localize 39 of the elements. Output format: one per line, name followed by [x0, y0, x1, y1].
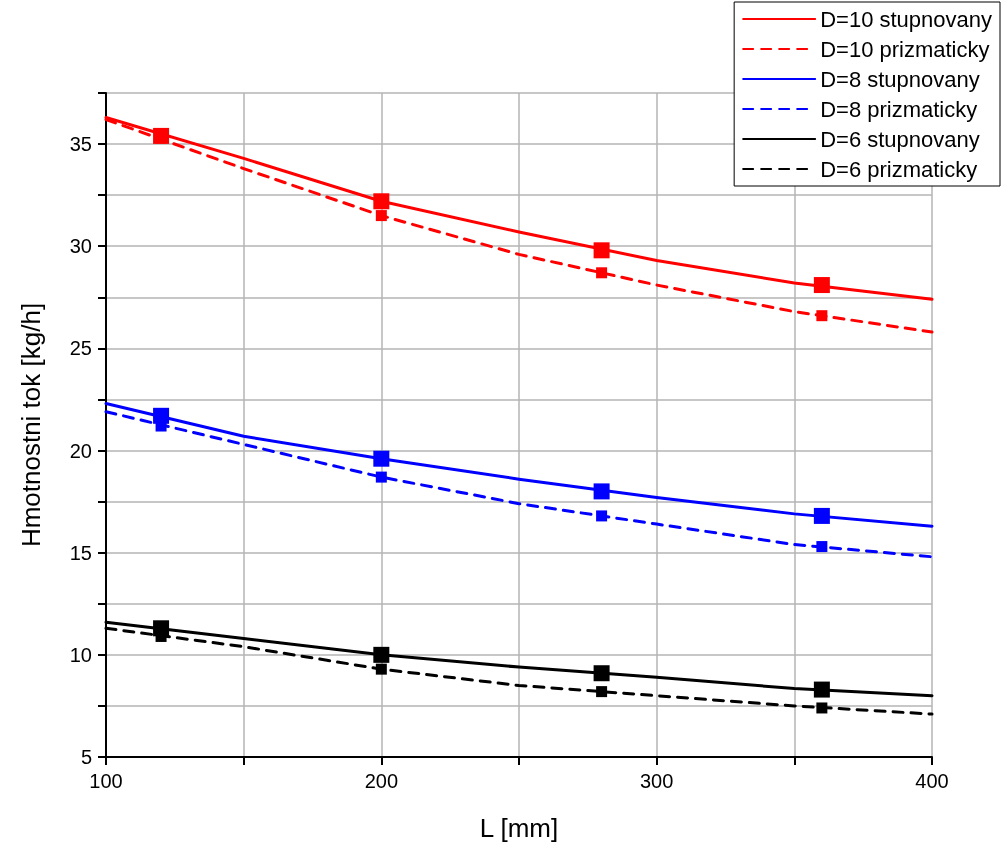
y-tick-label: 20: [69, 439, 92, 462]
legend-label: D=6 stupnovany: [820, 126, 980, 152]
x-tick-label: 300: [639, 770, 674, 792]
point: [373, 450, 390, 467]
point: [593, 665, 610, 682]
point: [596, 510, 608, 522]
legend-label: D=8 stupnovany: [820, 66, 980, 92]
point: [816, 541, 828, 553]
x-tick-label: 400: [915, 770, 949, 792]
legend-label: D=10 prizmaticky: [820, 36, 990, 62]
y-tick-label: 30: [69, 235, 92, 258]
line-series: [104, 410, 934, 559]
point: [375, 210, 387, 222]
x-tick-label: 200: [364, 770, 399, 792]
point: [373, 193, 390, 210]
point: [813, 681, 830, 698]
y-tick-label: 5: [80, 746, 92, 768]
point: [813, 277, 830, 294]
y-tick-label: 35: [69, 133, 92, 156]
point: [813, 507, 830, 524]
y-tick-label: 25: [69, 337, 92, 360]
point: [375, 663, 387, 675]
legend-label: D=10 stupnovany: [820, 6, 992, 32]
point: [596, 267, 608, 279]
point: [816, 310, 828, 322]
point: [593, 483, 610, 500]
legend-label: D=8 prizmaticky: [820, 96, 978, 122]
line-series: [104, 402, 934, 528]
y-tick-label: 15: [69, 541, 92, 564]
point: [375, 471, 387, 483]
y-tick-label: 10: [69, 643, 92, 666]
x-axis-title: L [mm]: [479, 813, 559, 843]
point: [816, 702, 828, 714]
point: [593, 242, 610, 259]
y-axis-title: Hmotnostni tok [kg/h]: [16, 302, 46, 548]
legend-label: D=6 prizmaticky: [820, 156, 978, 182]
point: [373, 646, 390, 663]
point: [596, 686, 608, 698]
x-tick-label: 100: [89, 770, 123, 792]
